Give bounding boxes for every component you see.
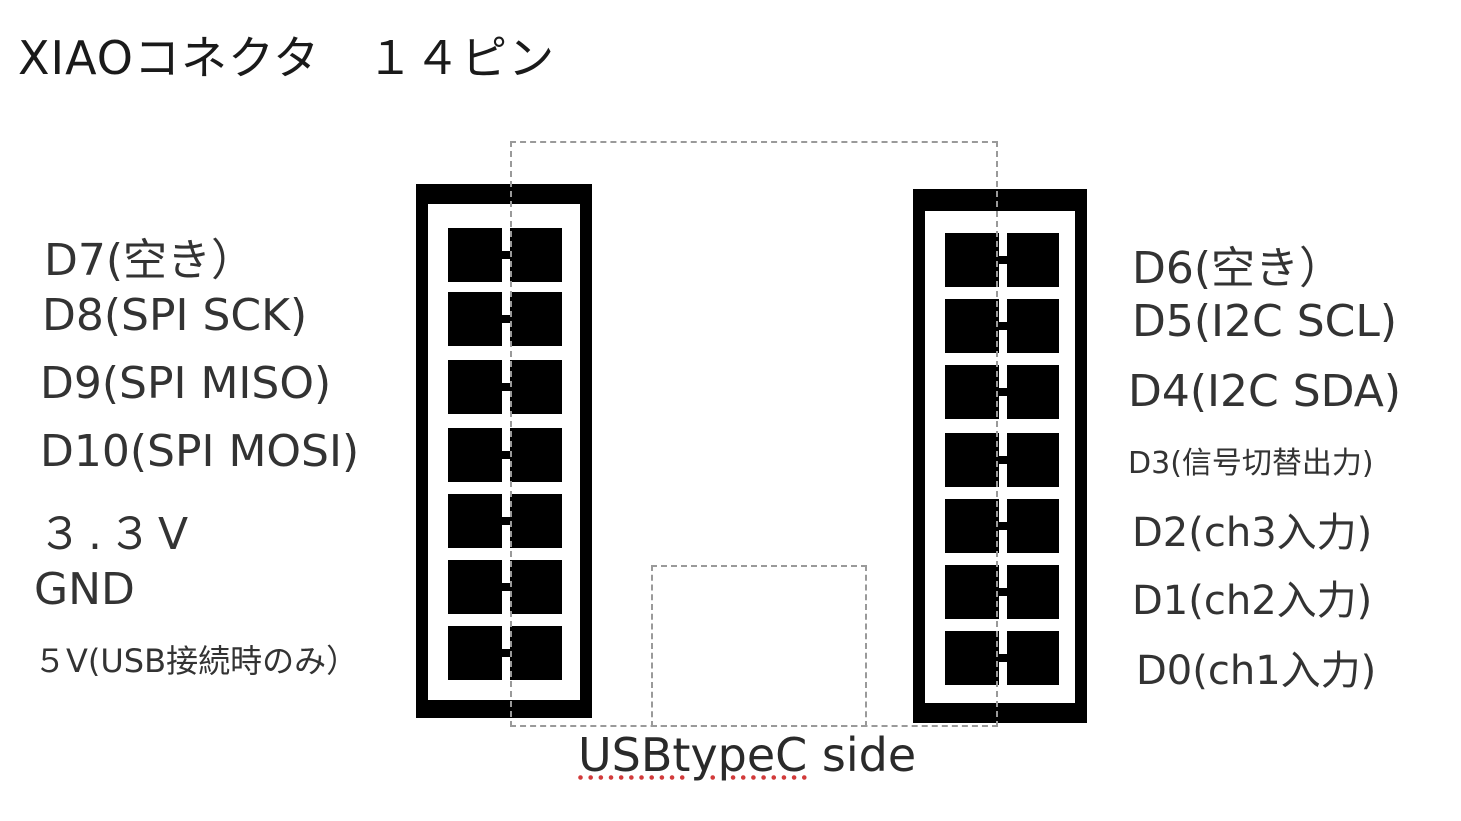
pin-pad [448, 228, 502, 282]
pin-bridge [997, 654, 1009, 662]
pin-pad [945, 299, 999, 353]
pin-pad [510, 428, 562, 482]
left-pin-label-3: D9(SPI MISO) [40, 358, 332, 409]
pin-pad [510, 560, 562, 614]
right-pin-row-5 [945, 499, 1059, 553]
left-connector-header [416, 184, 592, 718]
pin-bridge [997, 256, 1009, 264]
right-pin-row-7 [945, 631, 1059, 685]
diagram-title: XIAOコネクタ １４ピン [18, 31, 556, 85]
pin-pad [945, 499, 999, 553]
pin-pad [1007, 499, 1059, 553]
pin-pad [945, 565, 999, 619]
pin-pad [1007, 233, 1059, 287]
right-pin-label-7: D0(ch1入力) [1136, 648, 1377, 694]
left-pin-row-6 [448, 560, 562, 614]
pin-pad [448, 360, 502, 414]
right-pin-label-1: D6(空き） [1132, 243, 1344, 294]
right-pin-label-6: D1(ch2入力) [1132, 578, 1373, 624]
pin-bridge [997, 588, 1009, 596]
pin-bridge [500, 315, 512, 323]
right-pin-label-4: D3(信号切替出力) [1128, 446, 1374, 481]
right-connector-header [913, 189, 1087, 723]
pin-bridge [500, 383, 512, 391]
pin-pad [1007, 299, 1059, 353]
pin-bridge [997, 322, 1009, 330]
right-pin-label-2: D5(I2C SCL) [1132, 296, 1398, 347]
right-pin-row-6 [945, 565, 1059, 619]
pin-pad [448, 292, 502, 346]
right-pin-row-2 [945, 299, 1059, 353]
left-pin-row-7 [448, 626, 562, 680]
right-pin-label-5: D2(ch3入力) [1132, 510, 1373, 556]
pin-pad [945, 233, 999, 287]
right-pin-row-1 [945, 233, 1059, 287]
pin-pad [945, 433, 999, 487]
left-pin-label-1: D7(空き） [44, 235, 256, 286]
usb-side-suffix: side [807, 728, 917, 782]
left-pin-label-7: ５V(USB接続時のみ） [34, 642, 359, 680]
left-pin-row-5 [448, 494, 562, 548]
left-pin-label-5: ３.３V [38, 509, 195, 560]
pin-pad [1007, 365, 1059, 419]
left-pin-row-3 [448, 360, 562, 414]
left-pin-label-6: GND [34, 564, 135, 615]
pin-pad [510, 228, 562, 282]
right-pin-row-4 [945, 433, 1059, 487]
pin-pad [448, 626, 502, 680]
pin-pad [1007, 631, 1059, 685]
pin-pad [945, 631, 999, 685]
pin-bridge [997, 522, 1009, 530]
usb-side-label: USBtypeC side [578, 728, 916, 782]
usb-type-word: USBtypeC [578, 728, 808, 782]
pin-pad [448, 428, 502, 482]
pin-pad [510, 626, 562, 680]
pin-bridge [500, 251, 512, 259]
left-pin-label-4: D10(SPI MOSI) [40, 426, 360, 477]
left-pin-row-4 [448, 428, 562, 482]
pin-bridge [500, 451, 512, 459]
pin-pad [510, 292, 562, 346]
pin-pad [945, 365, 999, 419]
pin-pad [510, 360, 562, 414]
pin-pad [448, 560, 502, 614]
left-pin-row-2 [448, 292, 562, 346]
pin-pad [1007, 565, 1059, 619]
pin-pad [510, 494, 562, 548]
usb-port-outline [651, 565, 867, 727]
right-pin-label-3: D4(I2C SDA) [1128, 366, 1402, 417]
right-pin-row-3 [945, 365, 1059, 419]
pin-bridge [997, 388, 1009, 396]
pin-bridge [500, 517, 512, 525]
pin-pad [448, 494, 502, 548]
pin-bridge [500, 583, 512, 591]
left-pin-label-2: D8(SPI SCK) [42, 290, 308, 341]
pin-bridge [500, 649, 512, 657]
pin-pad [1007, 433, 1059, 487]
left-pin-row-1 [448, 228, 562, 282]
pin-bridge [997, 456, 1009, 464]
